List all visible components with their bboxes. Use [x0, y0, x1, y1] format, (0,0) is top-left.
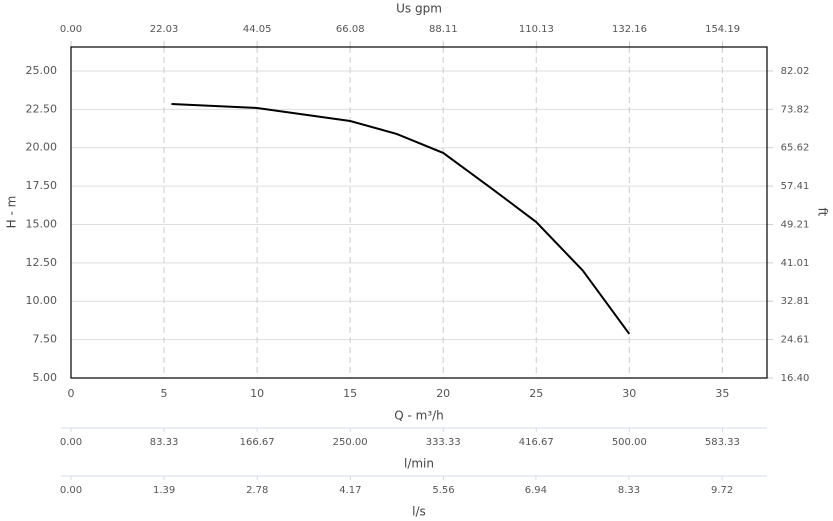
top-tick-label: 22.03 [150, 24, 179, 35]
y-tick-label: 10.00 [26, 294, 58, 307]
y-tick-label: 22.50 [26, 102, 58, 115]
tick-label: 250.00 [333, 437, 368, 448]
tick-label: 166.67 [240, 437, 275, 448]
tick-label: 1.39 [153, 485, 175, 496]
tick-label: 83.33 [150, 437, 179, 448]
plot-border [70, 46, 768, 379]
right-tick-label: 57.41 [781, 181, 810, 192]
tick-label: 6.94 [525, 485, 547, 496]
top-axis-title: Us gpm [396, 2, 442, 16]
tick-label: 4.17 [339, 485, 361, 496]
tick-label: 416.67 [519, 437, 554, 448]
top-tick-label: 66.08 [336, 24, 365, 35]
x-tick-label: 10 [250, 387, 264, 400]
tick-label: 333.33 [426, 437, 461, 448]
tick-label: 2.78 [246, 485, 268, 496]
right-tick-label: 73.82 [781, 104, 810, 115]
top-tick-label: 44.05 [243, 24, 272, 35]
axis-title: l/s [412, 505, 426, 519]
tick-label: 583.33 [705, 437, 740, 448]
y-tick-label: 25.00 [26, 64, 58, 77]
top-tick-label: 110.13 [519, 24, 554, 35]
x-tick-label: 30 [622, 387, 636, 400]
curve [171, 102, 631, 335]
right-tick-label: 32.81 [781, 296, 810, 307]
right-tick-label: 16.40 [781, 373, 810, 384]
x-tick-label: 25 [529, 387, 543, 400]
top-tick-label: 154.19 [705, 24, 740, 35]
right-tick-label: 49.21 [781, 219, 810, 230]
tick-label: 8.33 [618, 485, 640, 496]
right-tick-label: 65.62 [781, 143, 810, 154]
top-tick-label: 0.00 [60, 24, 82, 35]
right-axis-title: ft [816, 208, 830, 217]
x-tick-label: 35 [715, 387, 729, 400]
x-tick-label: 15 [343, 387, 357, 400]
y-tick-label: 7.50 [33, 333, 58, 346]
tick-label: 5.56 [432, 485, 454, 496]
y-tick-label: 5.00 [33, 371, 58, 384]
tick-label: 9.72 [711, 485, 733, 496]
x-tick-label: 0 [68, 387, 75, 400]
top-tick-label: 88.11 [429, 24, 458, 35]
y-tick-label: 17.50 [26, 179, 58, 192]
tick-label: 0.00 [60, 437, 82, 448]
x-axis-title: Q - m³/h [394, 409, 444, 423]
right-tick-label: 41.01 [781, 258, 810, 269]
y-axis-title: H - m [5, 196, 19, 229]
axis-title: l/min [404, 457, 434, 471]
x-tick-label: 5 [161, 387, 168, 400]
tick-label: 500.00 [612, 437, 647, 448]
right-tick-label: 24.61 [781, 335, 810, 346]
y-tick-label: 15.00 [26, 217, 58, 230]
top-tick-label: 132.16 [612, 24, 647, 35]
right-tick-label: 82.02 [781, 66, 810, 77]
y-tick-label: 12.50 [26, 256, 58, 269]
y-tick-label: 20.00 [26, 141, 58, 154]
x-tick-label: 20 [436, 387, 450, 400]
tick-label: 0.00 [60, 485, 82, 496]
